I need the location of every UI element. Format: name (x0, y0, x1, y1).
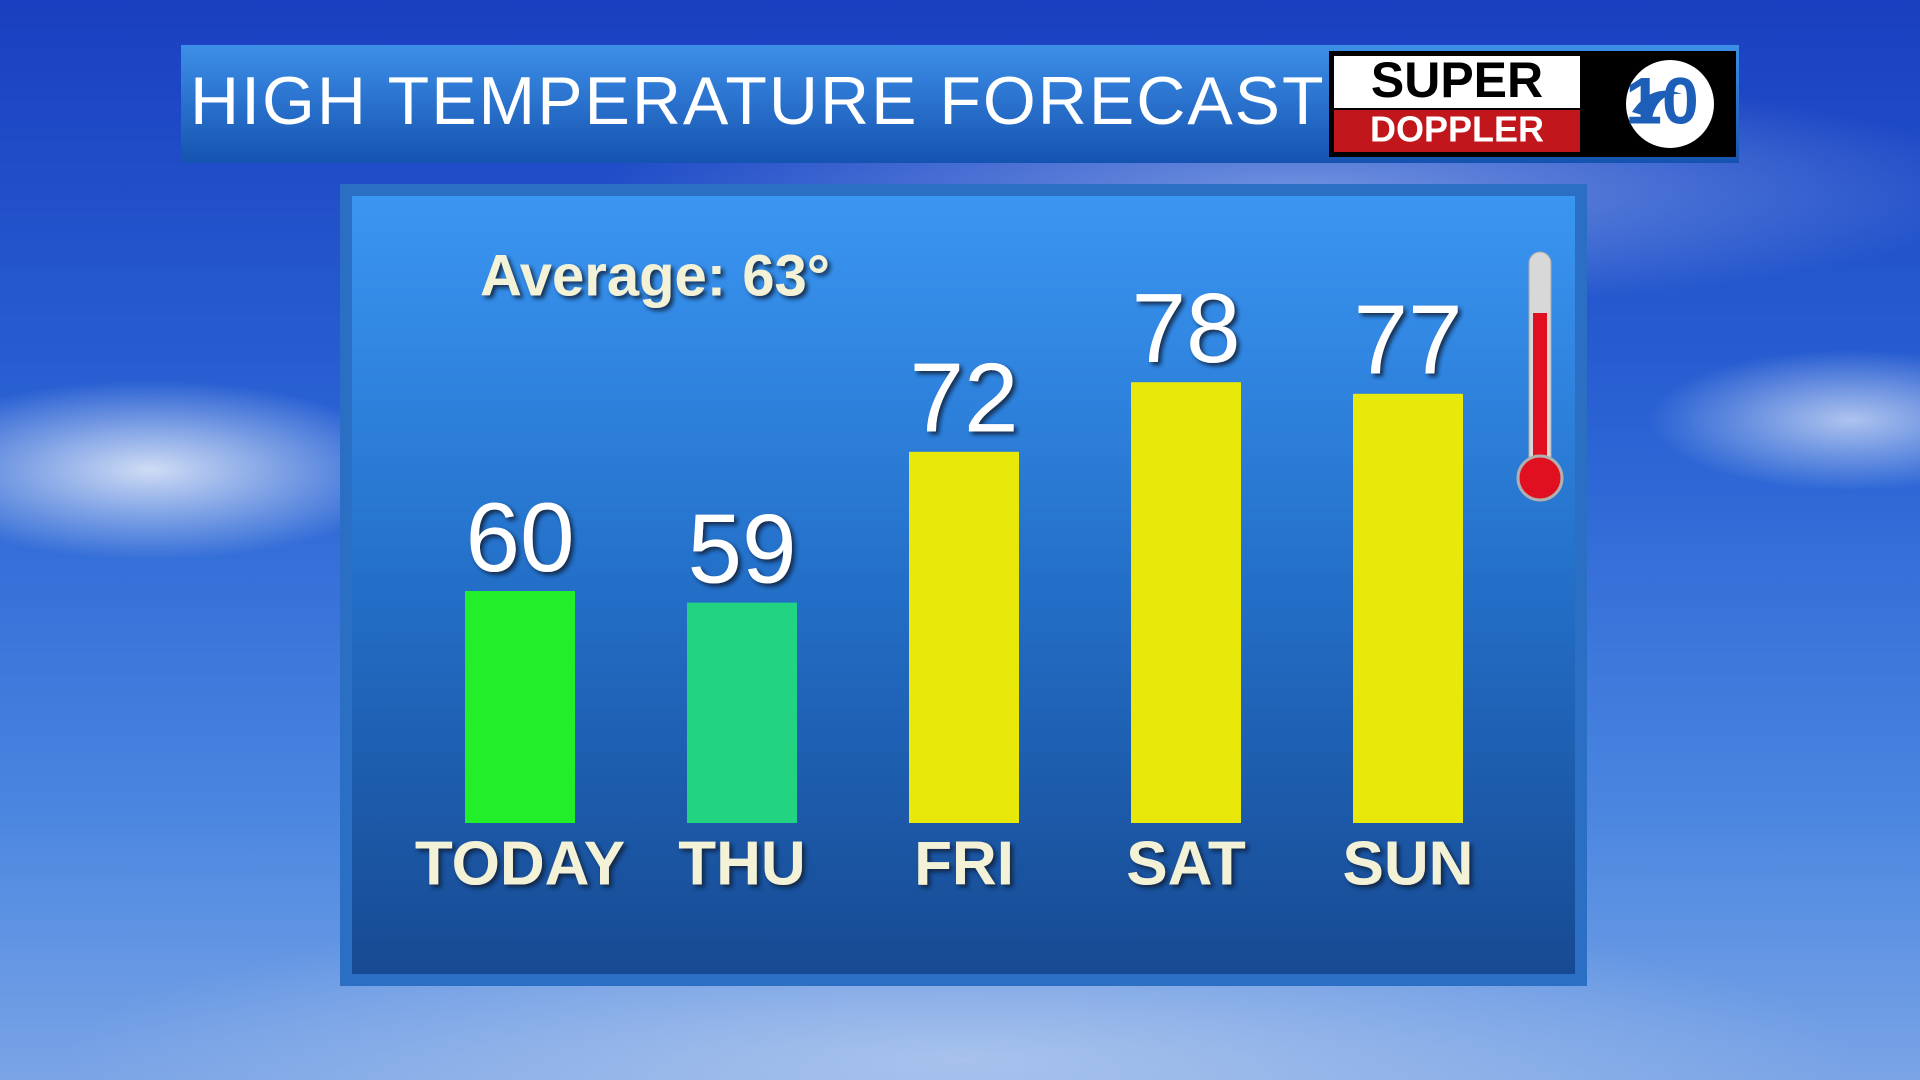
logo-top (1334, 56, 1580, 108)
x-tick-label: SUN (1343, 829, 1474, 898)
bar (1353, 393, 1463, 823)
x-tick-label: TODAY (415, 829, 625, 898)
logo-number: 10 (1625, 63, 1698, 137)
logo-circle (1626, 60, 1714, 148)
thermometer-mercury (1533, 313, 1547, 481)
x-tick-label: THU (678, 829, 805, 898)
x-tick-label: SAT (1126, 829, 1246, 898)
value-label: 72 (909, 343, 1018, 453)
logo-wave (1632, 90, 1682, 118)
logo-bottom (1334, 110, 1580, 152)
bar (687, 602, 797, 823)
average-annotation: Average: 63° (480, 243, 830, 308)
value-label: 60 (465, 482, 574, 592)
logo: SUPER DOPPLER 10 (1329, 51, 1736, 157)
thermometer (1516, 251, 1564, 502)
bar (465, 591, 575, 823)
x-tick-label: FRI (914, 829, 1014, 898)
value-label: 77 (1353, 285, 1462, 395)
bar (1131, 382, 1241, 823)
value-label: 59 (687, 493, 796, 603)
thermometer-bulb (1516, 454, 1564, 502)
chart-title: HIGH TEMPERATURE FORECAST (190, 63, 1326, 139)
value-label: 78 (1131, 273, 1240, 383)
logo-line1: SUPER (1371, 52, 1543, 108)
bar (909, 451, 1019, 823)
logo-line2: DOPPLER (1370, 109, 1544, 150)
